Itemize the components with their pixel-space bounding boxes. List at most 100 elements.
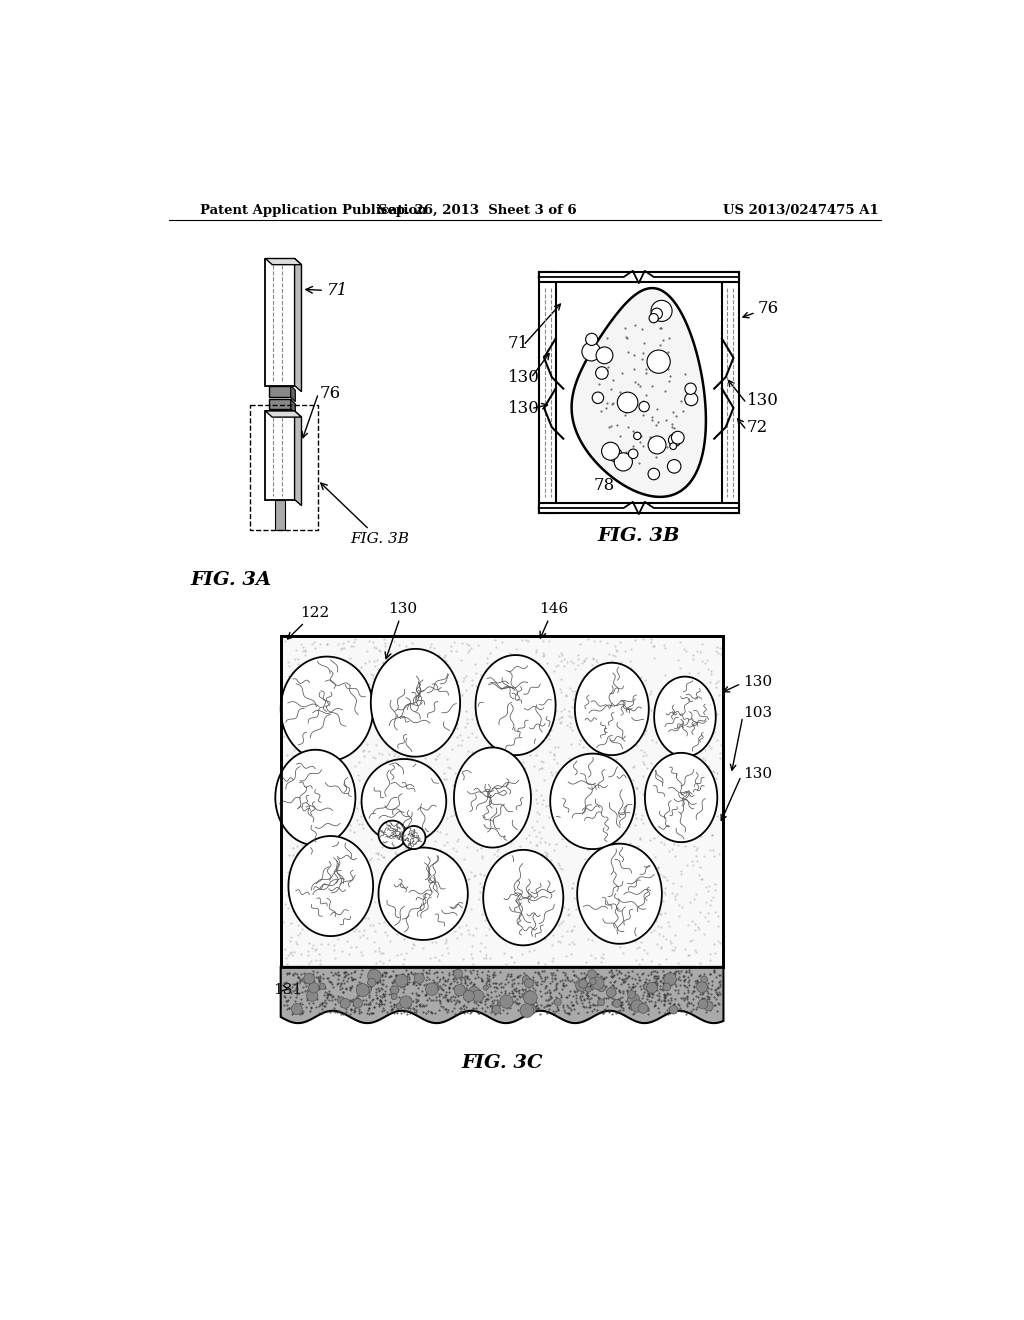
Circle shape: [628, 994, 640, 1006]
Circle shape: [302, 978, 307, 982]
Circle shape: [396, 1003, 402, 1008]
Circle shape: [430, 982, 439, 991]
Text: FIG. 3B: FIG. 3B: [321, 483, 409, 546]
Circle shape: [664, 973, 677, 985]
Text: 131: 131: [273, 983, 302, 997]
Circle shape: [685, 383, 696, 395]
Circle shape: [685, 392, 697, 405]
Circle shape: [651, 308, 663, 319]
Circle shape: [588, 970, 597, 978]
Circle shape: [399, 995, 412, 1008]
Circle shape: [601, 442, 620, 461]
Polygon shape: [269, 385, 291, 397]
Text: 103: 103: [742, 706, 772, 719]
Circle shape: [651, 301, 672, 322]
Text: 71: 71: [508, 335, 529, 351]
Circle shape: [598, 983, 605, 991]
Circle shape: [648, 469, 659, 479]
Circle shape: [596, 347, 613, 364]
Polygon shape: [291, 400, 295, 413]
Circle shape: [628, 990, 636, 998]
Circle shape: [304, 973, 314, 983]
Circle shape: [644, 983, 651, 990]
Polygon shape: [539, 503, 739, 512]
Text: 130: 130: [385, 602, 418, 659]
Circle shape: [292, 1003, 302, 1015]
Circle shape: [617, 392, 638, 413]
Circle shape: [454, 969, 463, 978]
Text: 71: 71: [306, 282, 348, 300]
Text: Patent Application Publication: Patent Application Publication: [200, 205, 427, 218]
Circle shape: [524, 978, 534, 987]
Circle shape: [338, 997, 345, 1005]
Text: 146: 146: [539, 602, 568, 638]
Circle shape: [390, 986, 398, 994]
Circle shape: [395, 974, 408, 987]
Text: 130: 130: [388, 783, 418, 797]
Polygon shape: [722, 272, 739, 512]
Text: 130: 130: [508, 370, 540, 387]
Polygon shape: [402, 826, 425, 849]
Text: FIG. 3A: FIG. 3A: [190, 572, 271, 589]
Polygon shape: [574, 663, 649, 755]
Polygon shape: [274, 499, 286, 531]
Circle shape: [639, 401, 649, 412]
Circle shape: [306, 990, 317, 1002]
Circle shape: [592, 392, 603, 404]
Circle shape: [368, 978, 376, 986]
Circle shape: [500, 995, 513, 1008]
Circle shape: [638, 1003, 648, 1014]
Circle shape: [606, 987, 616, 998]
Polygon shape: [371, 649, 460, 756]
Polygon shape: [475, 655, 556, 755]
Polygon shape: [291, 385, 295, 401]
Polygon shape: [571, 288, 706, 496]
Circle shape: [608, 449, 623, 462]
Text: Sep. 26, 2013  Sheet 3 of 6: Sep. 26, 2013 Sheet 3 of 6: [378, 205, 577, 218]
Circle shape: [483, 985, 488, 990]
Circle shape: [399, 982, 406, 989]
Circle shape: [340, 998, 350, 1008]
Circle shape: [591, 977, 604, 990]
Circle shape: [631, 999, 643, 1012]
Circle shape: [414, 973, 424, 983]
Circle shape: [463, 990, 474, 1002]
Polygon shape: [295, 411, 301, 506]
Polygon shape: [454, 747, 531, 847]
Polygon shape: [361, 759, 446, 843]
Text: FIG. 3C: FIG. 3C: [462, 1055, 543, 1072]
Circle shape: [426, 983, 438, 995]
Circle shape: [554, 998, 561, 1006]
Text: 130: 130: [742, 675, 772, 689]
Circle shape: [586, 334, 598, 346]
Polygon shape: [379, 847, 468, 940]
Polygon shape: [539, 272, 556, 512]
Circle shape: [668, 459, 681, 473]
Polygon shape: [550, 754, 635, 849]
Circle shape: [613, 999, 621, 1007]
Text: 130: 130: [508, 400, 540, 417]
Circle shape: [579, 979, 587, 989]
Circle shape: [319, 983, 326, 990]
Polygon shape: [275, 750, 355, 845]
Circle shape: [703, 1002, 713, 1011]
Circle shape: [575, 979, 588, 991]
Circle shape: [427, 983, 433, 989]
Circle shape: [648, 436, 666, 454]
Circle shape: [493, 1006, 501, 1014]
Circle shape: [590, 978, 596, 985]
Polygon shape: [269, 400, 291, 409]
Polygon shape: [379, 821, 407, 849]
Polygon shape: [265, 411, 295, 499]
Text: 72: 72: [746, 420, 768, 437]
Circle shape: [468, 986, 480, 998]
Circle shape: [356, 983, 370, 997]
Polygon shape: [578, 843, 662, 944]
Circle shape: [391, 994, 397, 999]
Circle shape: [586, 986, 591, 993]
Circle shape: [472, 990, 484, 1002]
Circle shape: [700, 975, 708, 983]
Circle shape: [596, 367, 608, 379]
Circle shape: [520, 1003, 534, 1018]
Circle shape: [353, 999, 362, 1008]
